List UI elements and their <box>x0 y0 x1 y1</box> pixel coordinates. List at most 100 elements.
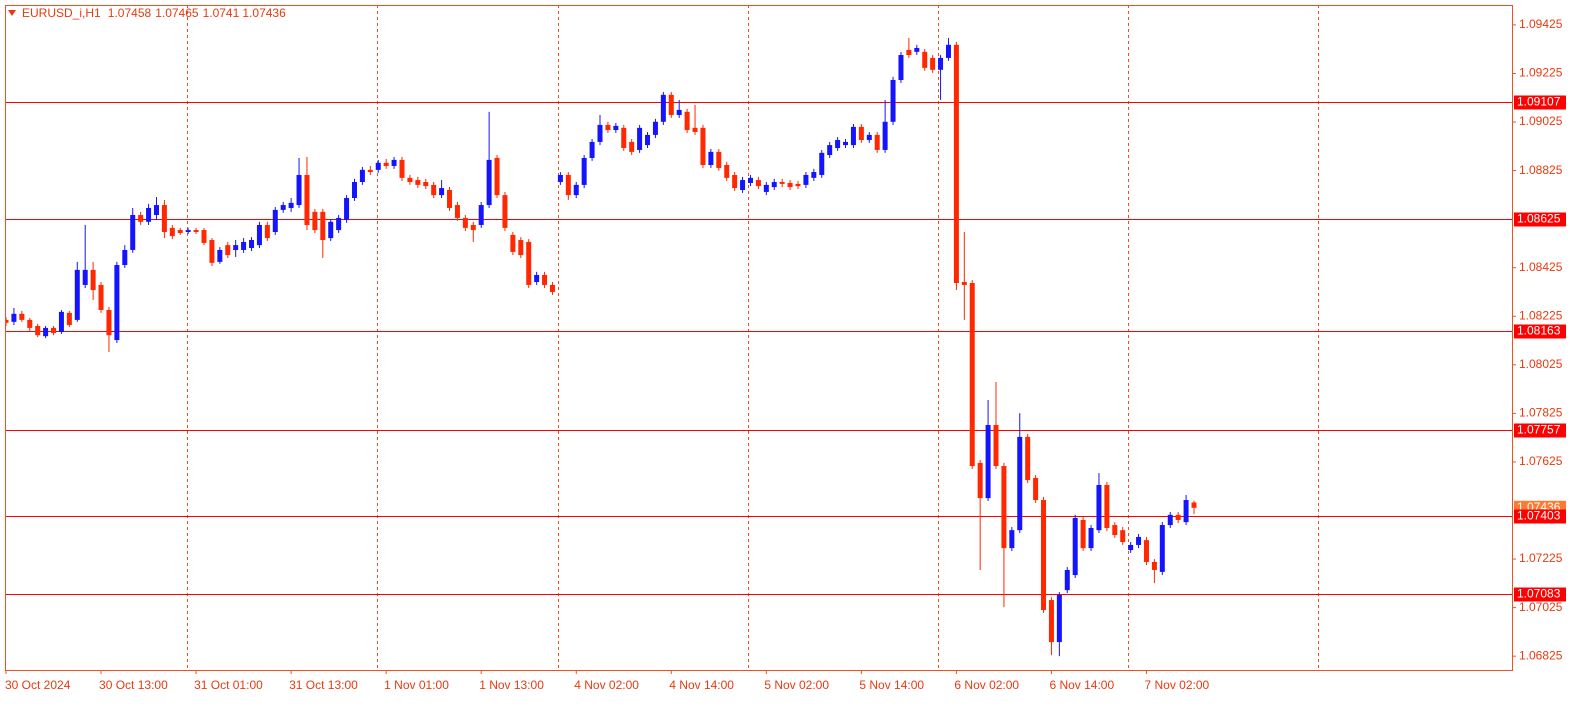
levels <box>5 102 1512 595</box>
candle-body <box>613 125 619 131</box>
candle-body <box>502 195 508 228</box>
candle-body <box>890 80 896 122</box>
y-tick-label: 1.08425 <box>1519 260 1563 274</box>
level-label: 1.07403 <box>1517 509 1561 523</box>
candle-body <box>161 205 167 233</box>
candle-body <box>771 181 777 188</box>
candle-body <box>11 313 17 322</box>
candle-body <box>336 217 342 231</box>
y-tick-label: 1.08025 <box>1519 357 1563 371</box>
level-box <box>1514 324 1566 339</box>
x-tick-label: 7 Nov 02:00 <box>1144 678 1209 692</box>
candle-body <box>518 240 524 256</box>
candle-body <box>945 44 951 58</box>
candle-body <box>645 134 651 146</box>
candle-body <box>494 157 500 196</box>
x-tick-label: 30 Oct 13:00 <box>99 678 168 692</box>
candle-body <box>676 109 682 115</box>
candle-body <box>106 309 112 336</box>
y-tick-label: 1.09225 <box>1519 66 1563 80</box>
level-label: 1.08625 <box>1517 212 1561 226</box>
candle-body <box>930 57 936 70</box>
candle-body <box>1191 502 1197 508</box>
x-tick-label: 4 Nov 02:00 <box>574 678 639 692</box>
candle-body <box>1120 530 1126 543</box>
candle-body <box>359 169 365 182</box>
candle-body <box>201 230 207 243</box>
candle-body <box>415 180 421 185</box>
candle-body <box>961 282 967 285</box>
candle-body <box>534 274 540 283</box>
candles <box>5 38 1197 657</box>
candle-body <box>51 327 57 334</box>
candle-body <box>391 159 397 166</box>
candle-body <box>1080 519 1086 549</box>
candle-body <box>755 180 761 187</box>
candle-body <box>850 126 856 146</box>
candle-body <box>399 159 405 178</box>
x-tick-label: 30 Oct 2024 <box>5 678 71 692</box>
candle-body <box>589 141 595 158</box>
candle-body <box>462 217 468 228</box>
candle-body <box>431 184 437 196</box>
candle-body <box>1025 436 1031 481</box>
candle-body <box>787 182 793 188</box>
candle-body <box>1183 500 1189 523</box>
candle-body <box>819 152 825 175</box>
candle-body <box>779 181 785 184</box>
candle-body <box>249 240 255 249</box>
candle-body <box>1159 525 1165 572</box>
collapse-icon[interactable] <box>8 10 16 16</box>
candle-body <box>858 126 864 140</box>
candle-body <box>1017 436 1023 531</box>
candle-body <box>652 121 658 135</box>
chart-title: EURUSD_i,H1 1.07458 1.07465 1.0741 1.07436 <box>22 6 286 20</box>
x-tick-label: 5 Nov 14:00 <box>859 678 924 692</box>
y-tick-label: 1.06825 <box>1519 648 1563 662</box>
candle-body <box>549 284 555 292</box>
x-tick-label: 1 Nov 01:00 <box>384 678 449 692</box>
candle-body <box>1112 525 1118 536</box>
y-tick-label: 1.09025 <box>1519 114 1563 128</box>
candle-body <box>684 111 690 131</box>
level-box <box>1514 509 1566 524</box>
candle-body <box>82 269 88 285</box>
candle-body <box>1033 477 1039 501</box>
period-separators <box>187 5 1319 670</box>
candle-body <box>827 145 833 156</box>
candle-body <box>1167 514 1173 526</box>
plot-frame <box>5 5 1513 671</box>
candle-body <box>122 249 128 266</box>
level-label: 1.08163 <box>1517 324 1561 338</box>
title-part: 1.0741 <box>203 6 240 20</box>
candle-body <box>5 319 9 323</box>
level-box <box>1514 423 1566 438</box>
candle-body <box>225 245 231 256</box>
candle-body <box>320 211 326 241</box>
candle-body <box>423 181 429 187</box>
candle-body <box>209 240 215 263</box>
candle-body <box>383 162 389 166</box>
candle-body <box>439 188 445 196</box>
candle-body <box>1064 569 1070 591</box>
axes: 1.09425 1.09225 1.09025 1.08825 1.08425 1.082… <box>5 17 1566 692</box>
candle-body <box>700 127 706 165</box>
candle-body <box>843 141 849 146</box>
x-tick-label: 4 Nov 14:00 <box>669 678 734 692</box>
candle-body <box>557 174 563 182</box>
candle-body <box>304 174 310 225</box>
candle-body <box>621 127 627 149</box>
candle-body <box>724 164 730 178</box>
candle-body <box>272 209 278 233</box>
y-tick-label: 1.07025 <box>1519 600 1563 614</box>
candle-body <box>692 127 698 132</box>
candle-body <box>233 245 239 250</box>
candle-body <box>922 51 928 68</box>
title-part: 1.07436 <box>242 6 286 20</box>
candle-body <box>542 274 548 285</box>
y-tick-label: 1.07225 <box>1519 551 1563 565</box>
level-label: 1.07083 <box>1517 587 1561 601</box>
level-box <box>1514 587 1566 602</box>
candle-body <box>985 425 991 499</box>
candle-body <box>375 162 381 170</box>
